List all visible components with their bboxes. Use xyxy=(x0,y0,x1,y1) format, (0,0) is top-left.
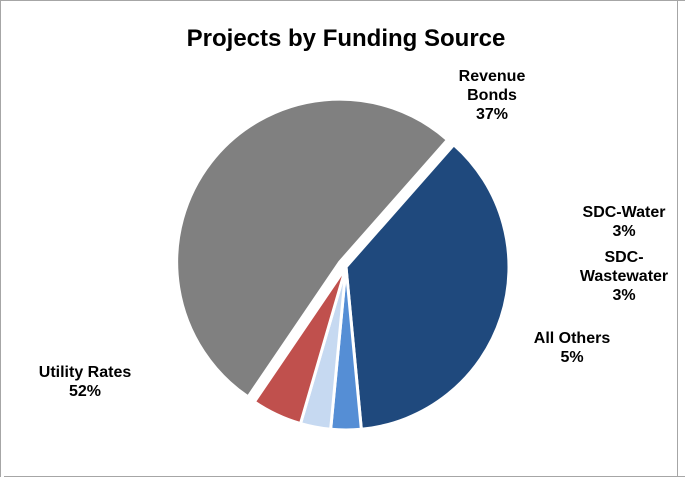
data-label-sdc-water: SDC-Water 3% xyxy=(583,204,666,240)
data-label-all-others: All Others 5% xyxy=(534,330,611,366)
pie-slices xyxy=(175,97,511,432)
pie-slice-all-others xyxy=(252,265,348,426)
chart-title: Projects by Funding Source xyxy=(187,25,506,52)
data-label-utility-rates: Utility Rates 52% xyxy=(39,364,132,400)
pie-slice-revenue-bonds xyxy=(344,143,511,431)
pie-slice-utility-rates xyxy=(175,97,449,399)
data-label-sdc-wastewater: SDC-Wastewater 3% xyxy=(580,249,668,304)
pie-labels: Revenue Bonds 37% SDC-Water 3% SDC-Wastewater… xyxy=(39,68,668,400)
data-label-revenue-bonds: Revenue Bonds 37% xyxy=(459,68,526,123)
